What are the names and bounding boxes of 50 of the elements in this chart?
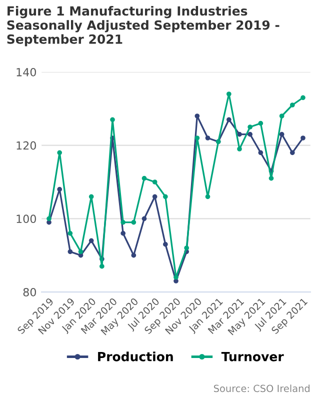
- point: [57, 186, 62, 192]
- y-tick-label: 100: [16, 214, 36, 224]
- point: [174, 278, 178, 284]
- y-tick-label: 120: [16, 141, 36, 150]
- point: [46, 216, 52, 222]
- point: [290, 102, 295, 108]
- source-note: Source: CSO Ireland: [214, 384, 310, 392]
- point: [162, 242, 168, 247]
- point: [88, 238, 94, 244]
- point: [300, 95, 306, 100]
- point: [279, 132, 284, 137]
- point: [162, 194, 168, 200]
- point: [142, 216, 147, 222]
- point: [68, 249, 73, 254]
- point: [184, 246, 190, 250]
- point: [142, 176, 147, 181]
- point: [152, 194, 158, 200]
- point: [174, 274, 178, 280]
- point: [237, 132, 242, 137]
- y-tick-label: 140: [16, 68, 36, 76]
- point: [258, 120, 264, 126]
- point: [248, 132, 253, 137]
- point: [120, 230, 126, 236]
- point: [194, 114, 200, 118]
- point: [88, 194, 94, 200]
- point: [99, 264, 104, 269]
- point: [194, 136, 200, 140]
- point: [68, 230, 73, 236]
- point: [152, 180, 158, 184]
- point: [226, 117, 232, 122]
- point: [205, 194, 210, 200]
- point: [131, 252, 136, 258]
- point: [78, 249, 84, 254]
- point: [120, 220, 126, 225]
- point: [131, 220, 136, 225]
- point: [268, 176, 274, 181]
- point: [57, 150, 62, 156]
- y-tick-label: 80: [23, 288, 36, 296]
- point: [226, 92, 232, 96]
- point: [290, 150, 295, 156]
- point: [258, 150, 264, 156]
- point: [205, 136, 210, 140]
- chart-title: Figure 1 Manufacturing Industries Seasonally Adjusted September 2019 - September 2021: [7, 6, 280, 46]
- point: [110, 117, 115, 122]
- point: [248, 124, 253, 130]
- point: [237, 146, 242, 152]
- legend-label: Turnover: [221, 352, 284, 362]
- legend-label: Production: [98, 352, 173, 362]
- point: [279, 114, 284, 118]
- point: [300, 136, 306, 140]
